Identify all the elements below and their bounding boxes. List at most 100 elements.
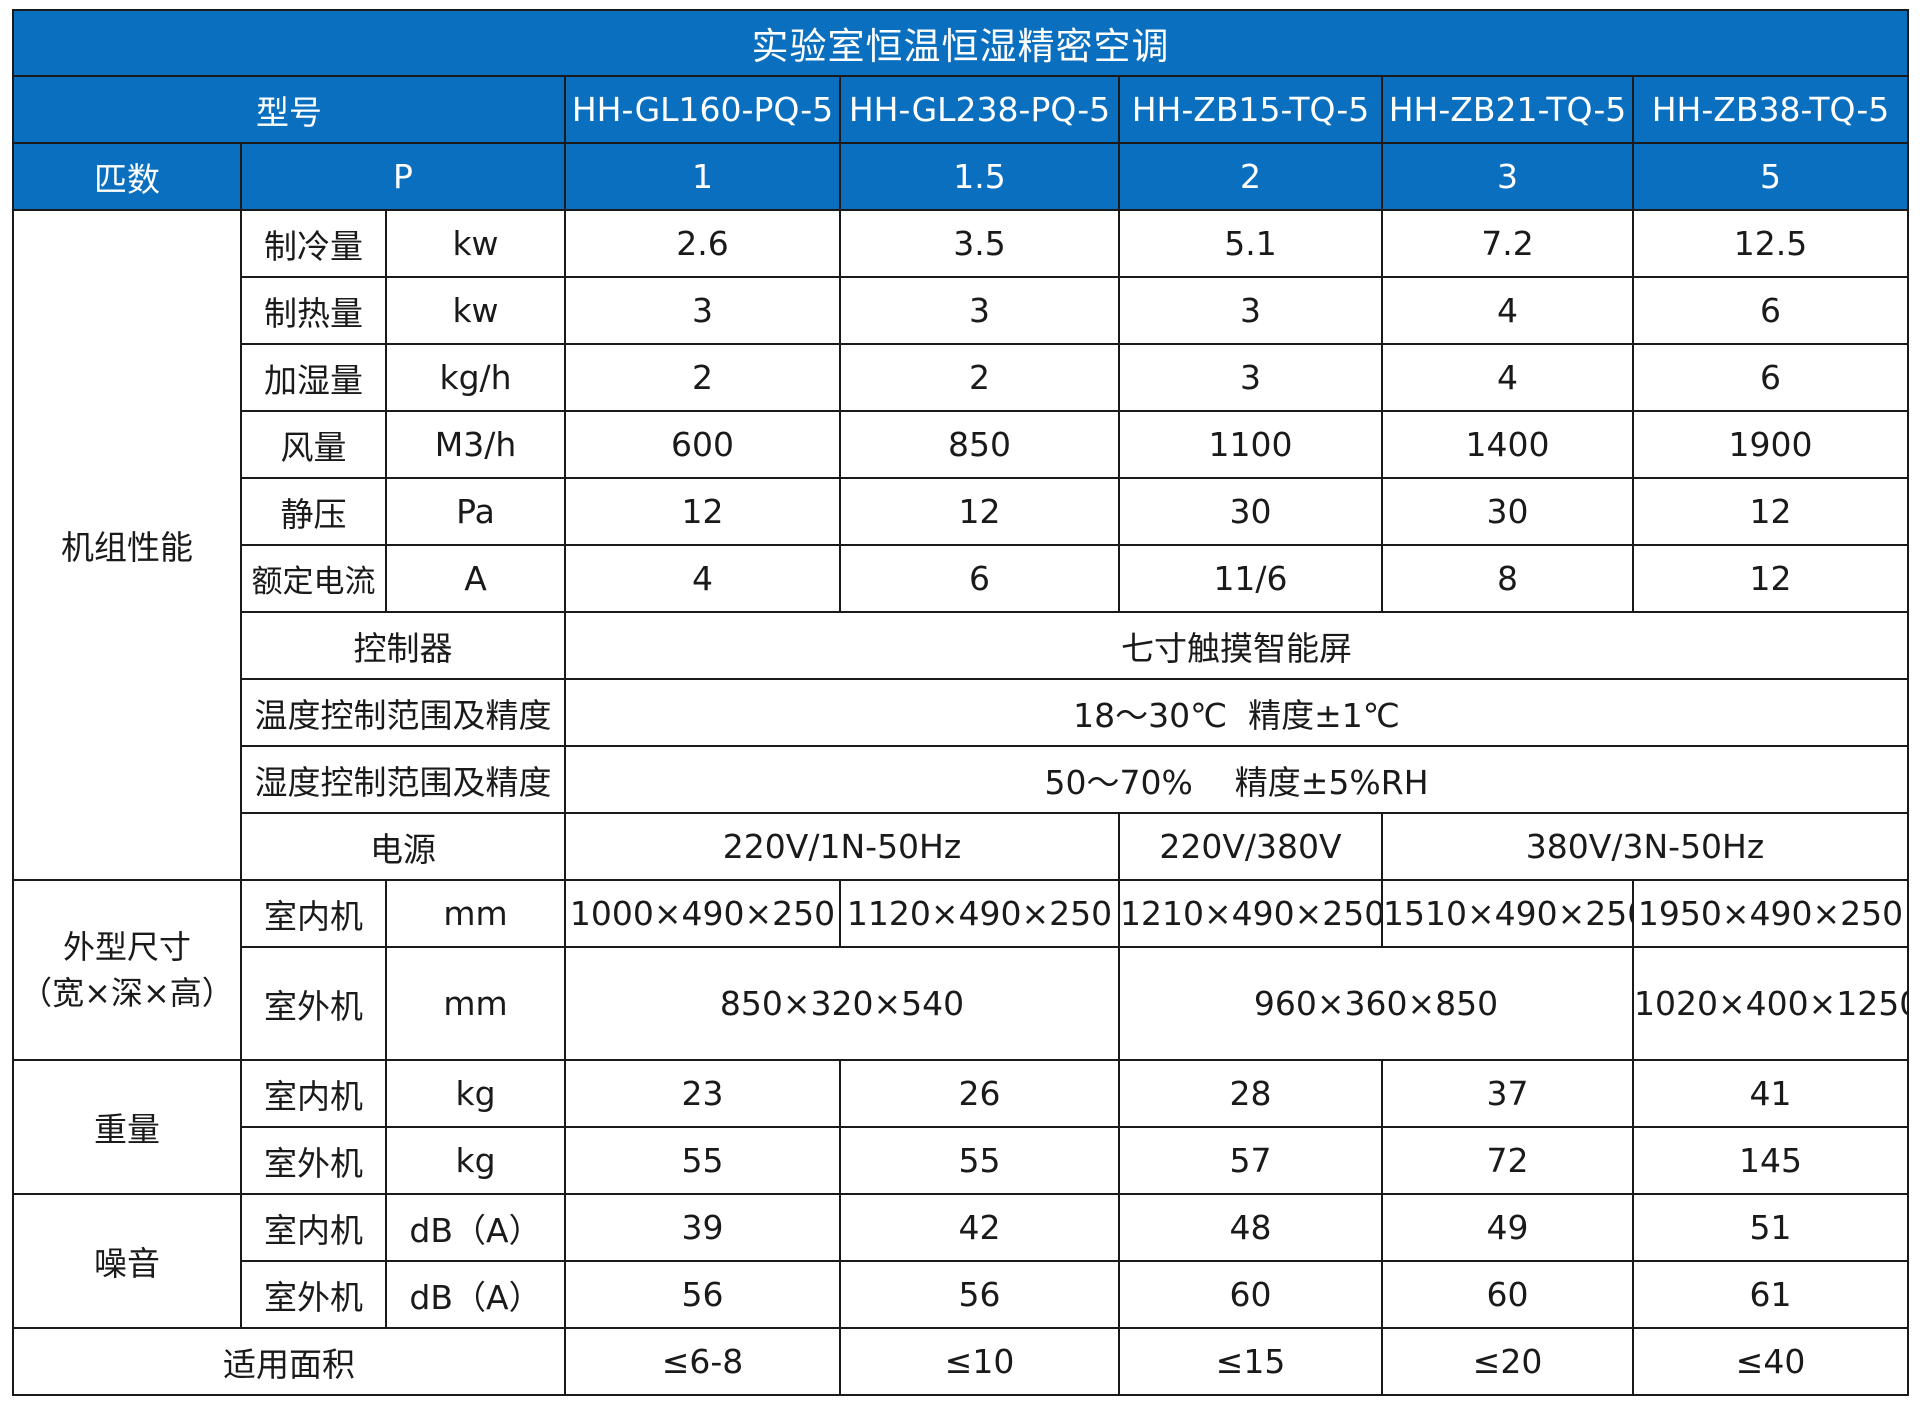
area-value: ≤15 — [1118, 1327, 1383, 1396]
area-value: ≤10 — [839, 1327, 1120, 1396]
noise-value: 56 — [564, 1260, 841, 1329]
param-value: 12 — [1632, 477, 1909, 546]
hp-cell: 1.5 — [839, 142, 1120, 211]
param-unit: Pa — [385, 477, 566, 546]
param-value: 3 — [564, 276, 841, 345]
weight-value: 23 — [564, 1059, 841, 1128]
power-value: 220V/380V — [1118, 812, 1383, 881]
noise-value: 51 — [1632, 1193, 1909, 1262]
noise-value: 42 — [839, 1193, 1120, 1262]
param-value: 8 — [1381, 544, 1634, 613]
model-label: 型号 — [12, 75, 566, 144]
weight-value: 72 — [1381, 1126, 1634, 1195]
param-value: 600 — [564, 410, 841, 479]
dimension-value: 1120×490×250 — [839, 879, 1120, 948]
param-value: 6 — [1632, 343, 1909, 412]
param-name: 风量 — [240, 410, 387, 479]
param-value: 2.6 — [564, 209, 841, 278]
param-unit: M3/h — [385, 410, 566, 479]
param-unit: kw — [385, 276, 566, 345]
param-unit: A — [385, 544, 566, 613]
unit-type-label: 室外机 — [240, 1126, 387, 1195]
dimensions-group-label: 外型尺寸 （宽×深×高） — [12, 879, 242, 1061]
param-value: 3 — [1118, 276, 1383, 345]
humidity-range-value: 50～70% 精度±5%RH — [564, 745, 1909, 814]
param-value: 3.5 — [839, 209, 1120, 278]
param-value: 1400 — [1381, 410, 1634, 479]
dimension-value: 960×360×850 — [1118, 946, 1634, 1061]
param-value: 12 — [839, 477, 1120, 546]
param-value: 4 — [1381, 276, 1634, 345]
param-value: 12 — [1632, 544, 1909, 613]
hp-cell: 5 — [1632, 142, 1909, 211]
weight-value: 55 — [564, 1126, 841, 1195]
param-name: 制冷量 — [240, 209, 387, 278]
power-value: 220V/1N-50Hz — [564, 812, 1120, 881]
model-cell: HH-ZB21-TQ-5 — [1381, 75, 1634, 144]
param-value: 2 — [839, 343, 1120, 412]
model-cell: HH-ZB15-TQ-5 — [1118, 75, 1383, 144]
weight-value: 55 — [839, 1126, 1120, 1195]
param-value: 12 — [564, 477, 841, 546]
param-unit: kg/h — [385, 343, 566, 412]
param-name: 制热量 — [240, 276, 387, 345]
weight-value: 41 — [1632, 1059, 1909, 1128]
area-value: ≤6-8 — [564, 1327, 841, 1396]
param-name: 加湿量 — [240, 343, 387, 412]
dimension-value: 1210×490×250 — [1118, 879, 1383, 948]
param-value: 7.2 — [1381, 209, 1634, 278]
param-value: 6 — [1632, 276, 1909, 345]
dimensions-label-line2: （宽×深×高） — [20, 974, 234, 1012]
unit-type-label: 室内机 — [240, 1059, 387, 1128]
noise-value: 48 — [1118, 1193, 1383, 1262]
hp-cell: 3 — [1381, 142, 1634, 211]
performance-group-label: 机组性能 — [12, 209, 242, 881]
param-unit: mm — [385, 946, 566, 1061]
temp-range-value: 18～30℃ 精度±1℃ — [564, 678, 1909, 747]
param-value: 850 — [839, 410, 1120, 479]
area-label: 适用面积 — [12, 1327, 566, 1396]
param-unit: dB（A） — [385, 1260, 566, 1329]
unit-type-label: 室外机 — [240, 946, 387, 1061]
dimension-value: 850×320×540 — [564, 946, 1120, 1061]
noise-value: 39 — [564, 1193, 841, 1262]
unit-type-label: 室内机 — [240, 1193, 387, 1262]
dimension-value: 1950×490×250 — [1632, 879, 1909, 948]
param-value: 3 — [1118, 343, 1383, 412]
param-value: 1900 — [1632, 410, 1909, 479]
hp-unit: P — [240, 142, 566, 211]
param-unit: dB（A） — [385, 1193, 566, 1262]
noise-group-label: 噪音 — [12, 1193, 242, 1329]
spec-table: 实验室恒温恒湿精密空调 型号 HH-GL160-PQ-5 HH-GL238-PQ… — [12, 9, 1909, 1396]
dimension-value: 1510×490×250 — [1381, 879, 1634, 948]
dimension-value: 1020×400×1250 — [1632, 946, 1909, 1061]
param-unit: mm — [385, 879, 566, 948]
dimensions-label-line1: 外型尺寸 — [62, 928, 191, 966]
param-name: 静压 — [240, 477, 387, 546]
param-value: 5.1 — [1118, 209, 1383, 278]
weight-value: 26 — [839, 1059, 1120, 1128]
table-title: 实验室恒温恒湿精密空调 — [12, 9, 1909, 77]
param-unit: kg — [385, 1126, 566, 1195]
param-value: 4 — [1381, 343, 1634, 412]
unit-type-label: 室内机 — [240, 879, 387, 948]
param-unit: kg — [385, 1059, 566, 1128]
noise-value: 61 — [1632, 1260, 1909, 1329]
controller-value: 七寸触摸智能屏 — [564, 611, 1909, 680]
model-cell: HH-GL160-PQ-5 — [564, 75, 841, 144]
param-name: 额定电流 — [240, 544, 387, 613]
param-unit: kw — [385, 209, 566, 278]
param-value: 30 — [1381, 477, 1634, 546]
param-value: 11/6 — [1118, 544, 1383, 613]
area-value: ≤40 — [1632, 1327, 1909, 1396]
param-value: 12.5 — [1632, 209, 1909, 278]
param-value: 3 — [839, 276, 1120, 345]
weight-group-label: 重量 — [12, 1059, 242, 1195]
param-value: 6 — [839, 544, 1120, 613]
area-value: ≤20 — [1381, 1327, 1634, 1396]
unit-type-label: 室外机 — [240, 1260, 387, 1329]
weight-value: 28 — [1118, 1059, 1383, 1128]
param-value: 2 — [564, 343, 841, 412]
humidity-range-label: 湿度控制范围及精度 — [240, 745, 566, 814]
power-label: 电源 — [240, 812, 566, 881]
